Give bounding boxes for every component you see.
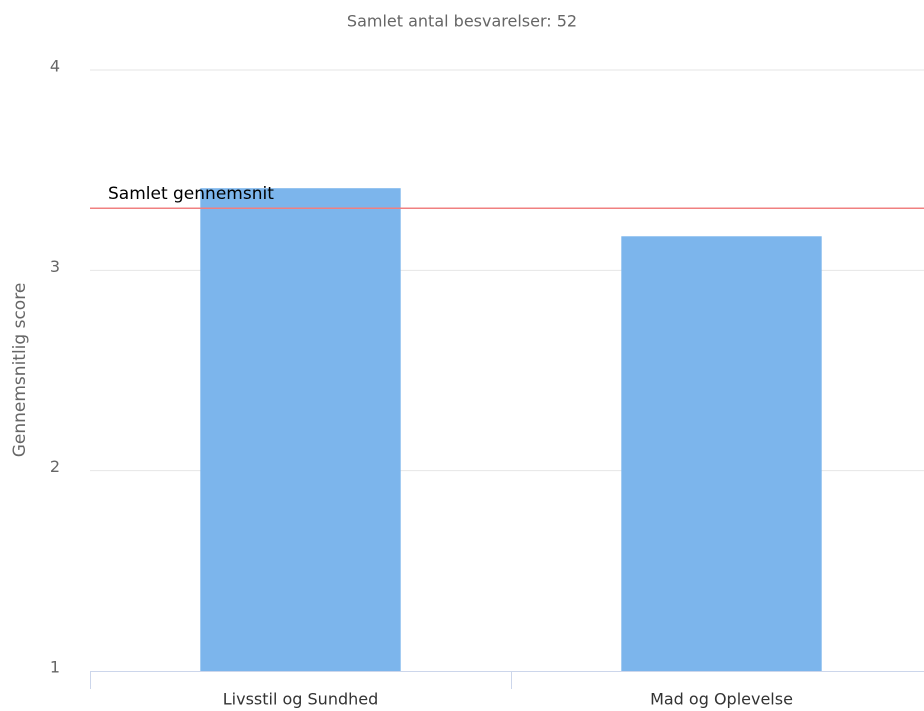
y-tick-label: 4 [50,57,60,76]
x-tick-label: Mad og Oplevelse [650,690,793,709]
bar [621,236,822,671]
y-tick-label: 3 [50,257,60,276]
x-tick-label: Livsstil og Sundhed [223,690,379,709]
reference-label: Samlet gennemsnit [108,184,274,204]
y-tick-label: 2 [50,457,60,476]
chart-title: Samlet antal besvarelser: 52 [347,12,577,31]
y-axis-label: Gennemsnitlig score [10,283,30,458]
bar [200,188,401,672]
y-tick-label: 1 [50,658,60,677]
